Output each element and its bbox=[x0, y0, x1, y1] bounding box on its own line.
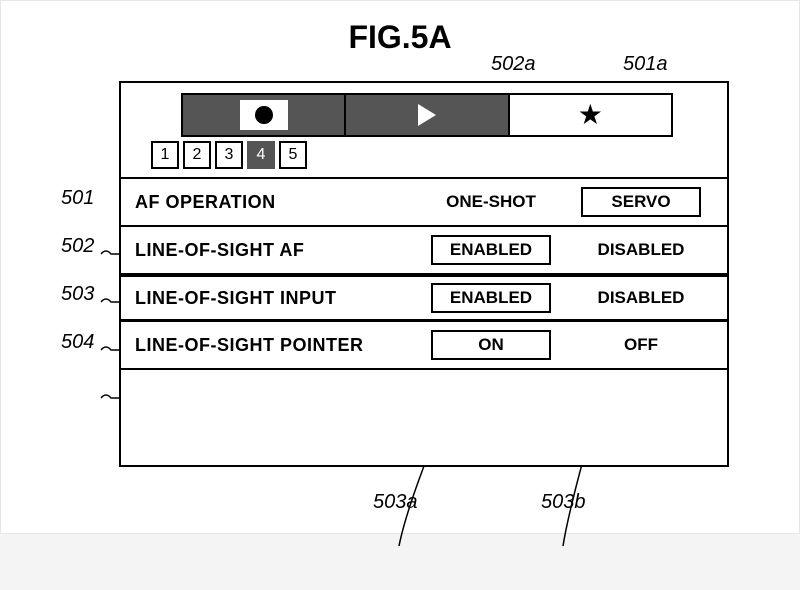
row-label: LINE-OF-SIGHT INPUT bbox=[135, 288, 337, 309]
top-section: ★ 1 2 3 4 5 bbox=[121, 83, 727, 179]
opt-one-shot[interactable]: ONE-SHOT bbox=[431, 192, 551, 212]
opt-disabled[interactable]: DISABLED bbox=[581, 240, 701, 260]
row-label: AF OPERATION bbox=[135, 192, 276, 213]
page-3[interactable]: 3 bbox=[215, 141, 243, 169]
callout-501a: 501a bbox=[623, 53, 668, 76]
row-los-pointer[interactable]: LINE-OF-SIGHT POINTER ON OFF bbox=[121, 322, 727, 370]
row-los-input[interactable]: LINE-OF-SIGHT INPUT ENABLED DISABLED bbox=[121, 274, 727, 322]
tab-record[interactable] bbox=[183, 95, 344, 135]
tab-favorites[interactable]: ★ bbox=[508, 95, 671, 135]
opt-servo[interactable]: SERVO bbox=[581, 187, 701, 217]
mode-tabs: ★ bbox=[181, 93, 673, 137]
row-label: LINE-OF-SIGHT POINTER bbox=[135, 335, 364, 356]
tab-playback[interactable] bbox=[344, 95, 507, 135]
play-icon bbox=[418, 104, 436, 126]
callout-502: 502 bbox=[61, 235, 94, 258]
figure-title: FIG.5A bbox=[1, 1, 799, 56]
callout-503: 503 bbox=[61, 283, 94, 306]
page-5[interactable]: 5 bbox=[279, 141, 307, 169]
page-4[interactable]: 4 bbox=[247, 141, 275, 169]
callout-501: 501 bbox=[61, 187, 94, 210]
record-icon bbox=[240, 100, 288, 130]
figure-page: FIG.5A 502a 501a 501 502 503 504 503a 50… bbox=[0, 0, 800, 534]
page-number-row: 1 2 3 4 5 bbox=[151, 141, 307, 171]
menu-panel: ★ 1 2 3 4 5 AF OPERATION ONE-SHOT SERVO … bbox=[119, 81, 729, 467]
row-los-af[interactable]: LINE-OF-SIGHT AF ENABLED DISABLED bbox=[121, 227, 727, 275]
callout-503a: 503a bbox=[373, 491, 418, 514]
opt-enabled[interactable]: ENABLED bbox=[431, 283, 551, 313]
page-1[interactable]: 1 bbox=[151, 141, 179, 169]
row-empty bbox=[121, 370, 727, 418]
opt-on[interactable]: ON bbox=[431, 330, 551, 360]
menu-rows: AF OPERATION ONE-SHOT SERVO LINE-OF-SIGH… bbox=[121, 179, 727, 418]
opt-enabled[interactable]: ENABLED bbox=[431, 235, 551, 265]
callout-502a: 502a bbox=[491, 53, 536, 76]
star-icon: ★ bbox=[578, 101, 603, 129]
row-label: LINE-OF-SIGHT AF bbox=[135, 240, 304, 261]
page-2[interactable]: 2 bbox=[183, 141, 211, 169]
opt-off[interactable]: OFF bbox=[581, 335, 701, 355]
callout-504: 504 bbox=[61, 331, 94, 354]
opt-disabled[interactable]: DISABLED bbox=[581, 288, 701, 308]
callout-503b: 503b bbox=[541, 491, 586, 514]
row-af-operation[interactable]: AF OPERATION ONE-SHOT SERVO bbox=[121, 179, 727, 227]
